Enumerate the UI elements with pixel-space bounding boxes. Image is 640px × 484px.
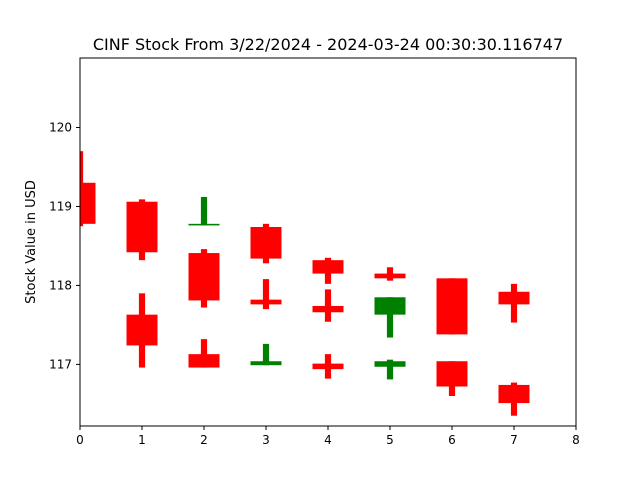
candle-4 [188,196,220,226]
candle-13 [374,297,406,338]
candle-0 [80,151,96,227]
candle-17 [498,283,530,323]
x-tick-label: 7 [510,433,518,447]
candle-2 [126,293,158,368]
x-tick-label: 5 [386,433,394,447]
candle-body [312,305,344,313]
y-axis-label: Stock Value in USD [24,180,39,304]
x-tick-label: 0 [76,433,84,447]
candle-wick [200,339,208,368]
candle-body [312,260,344,274]
candle-wick [386,297,394,338]
y-tick-label: 118 [49,278,72,292]
candle-wick [262,343,270,366]
candle-8 [250,343,282,366]
candle-15 [436,278,468,335]
candle-wick [200,196,208,226]
candle-body [188,223,220,226]
candle-10 [312,289,344,322]
candle-12 [374,267,406,281]
candle-body [498,384,530,404]
candle-18 [498,382,530,416]
candle-body [374,273,406,279]
x-tick-label: 2 [200,433,208,447]
x-tick-label: 8 [572,433,580,447]
candle-6 [250,223,282,264]
x-tick-label: 3 [262,433,270,447]
candle-body [250,361,282,366]
candle-7 [250,279,282,310]
candle-body [436,278,468,335]
candle-body [188,354,220,368]
chart-title: CINF Stock From 3/22/2024 - 2024-03-24 0… [93,35,563,54]
y-tick-label: 119 [49,199,72,213]
candle-5 [188,339,220,368]
candle-wick [386,359,394,380]
y-tick-label: 120 [49,120,72,134]
candle-16 [436,361,468,396]
axes-layer: 0 1 2 3 4 5 6 7 8 117 118 119 120 [49,57,580,447]
candle-1 [126,199,158,261]
candle-14 [374,359,406,380]
candle-body [126,314,158,346]
candle-9 [312,257,344,284]
candle-wick [324,289,332,322]
x-tick-label: 1 [138,433,146,447]
candle-11 [312,354,344,379]
candle-body [126,201,158,253]
candle-body [374,361,406,367]
candle-3 [188,249,220,308]
candle-body [250,299,282,305]
x-tick-label: 6 [448,433,456,447]
candle-body [80,182,96,224]
candle-body [436,361,468,387]
candle-body [374,297,406,315]
candle-body [250,226,282,259]
y-tick-label: 117 [49,357,72,371]
candles-layer [80,151,530,416]
candle-body [312,363,344,370]
x-tick-label: 4 [324,433,332,447]
candle-wick [262,279,270,310]
candle-body [188,253,220,301]
candle-body [498,291,530,305]
plot-area [80,151,530,416]
